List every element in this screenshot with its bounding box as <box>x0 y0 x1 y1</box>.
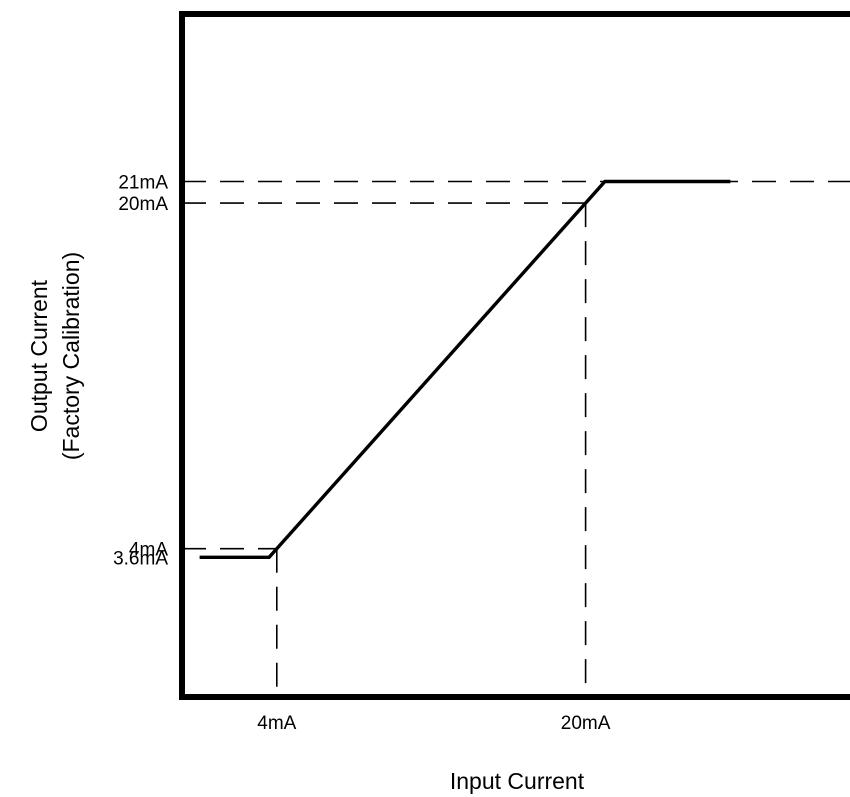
y-axis-label-line-1: Output Current <box>26 279 52 432</box>
series-group <box>199 179 731 559</box>
reference-lines <box>182 180 850 697</box>
y-tick-label-3: 21mA <box>118 173 168 194</box>
x-tick-labels: 4mA 20mA <box>257 713 610 734</box>
y-tick-label-1: 4mA <box>129 540 168 561</box>
x-tick-label-0: 4mA <box>257 713 296 734</box>
x-axis-label: Input Current <box>450 768 585 794</box>
y-tick-label-2: 20mA <box>118 194 168 215</box>
x-tick-label-1: 20mA <box>561 713 611 734</box>
y-axis-label-line-2: (Factory Calibration) <box>58 252 84 460</box>
chart-frame <box>179 11 850 700</box>
y-tick-label-0: 3.6mA <box>113 548 168 569</box>
axes <box>179 11 850 700</box>
series-line-0 <box>199 179 731 559</box>
